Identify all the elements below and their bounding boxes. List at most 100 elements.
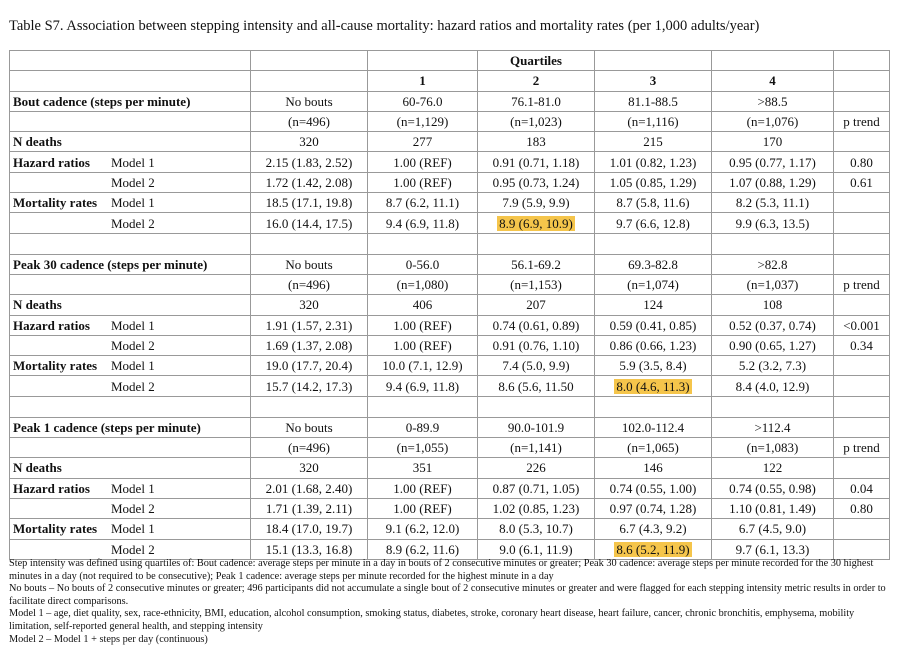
model-row: Mortality rates Model 1 18.5 (17.1, 19.8) 8… (9, 192, 890, 214)
blank-row (9, 395, 890, 418)
model-label: Model 1 (111, 317, 155, 333)
estimate-cell: 9.1 (6.2, 12.0) (367, 518, 478, 540)
estimate-value: 7.9 (5.9, 9.9) (502, 195, 570, 211)
estimate-value: 1.72 (1.42, 2.08) (265, 174, 353, 190)
row-label: Mortality rates Model 1 (9, 192, 251, 214)
section-name: Peak 1 cadence (steps per minute) (9, 416, 251, 439)
results-table: Quartiles 1 2 3 4 Bout cadence (steps per min… (9, 49, 890, 560)
empty-cell (477, 395, 595, 418)
estimate-value: 2.15 (1.83, 2.52) (265, 154, 353, 170)
quartile-range: >88.5 (711, 90, 834, 112)
estimate-cell: 8.4 (4.0, 12.9) (711, 375, 834, 397)
estimate-value: 0.91 (0.76, 1.10) (492, 338, 580, 353)
empty-cell (833, 131, 890, 153)
empty-cell (9, 437, 251, 459)
estimate-value: 9.9 (6.3, 13.5) (735, 215, 810, 231)
estimate-cell: 0.52 (0.37, 0.74) (711, 314, 834, 336)
estimate-cell: 1.71 (1.39, 2.11) (250, 497, 368, 520)
n-deaths-value: 320 (250, 294, 368, 316)
estimate-value: 1.00 (REF) (393, 338, 452, 353)
empty-cell (367, 395, 478, 418)
section-header-row: Bout cadence (steps per minute) No bouts 6… (9, 90, 890, 112)
estimate-value: 0.86 (0.66, 1.23) (609, 338, 697, 353)
estimate-value: 1.91 (1.57, 2.31) (265, 317, 353, 333)
estimate-value: 0.59 (0.41, 0.85) (609, 317, 697, 333)
sample-size: (n=1,023) (477, 110, 595, 133)
quartile-range: 81.1-88.5 (594, 90, 712, 112)
sample-size-row: (n=496) (n=1,129) (n=1,023) (n=1,116) (n=1,0… (9, 110, 890, 133)
empty-cell (833, 70, 890, 92)
estimate-cell: 15.7 (14.2, 17.3) (250, 375, 368, 397)
quartile-range: 76.1-81.0 (477, 90, 595, 112)
empty-cell (367, 232, 478, 255)
estimate-value: 5.9 (3.5, 8.4) (619, 358, 687, 374)
empty-cell (711, 49, 834, 72)
model-label: Model 1 (111, 521, 155, 537)
estimate-value: 5.2 (3.2, 7.3) (738, 358, 807, 374)
sample-size: (n=1,076) (711, 110, 834, 133)
empty-cell (477, 232, 595, 255)
estimate-cell: 1.72 (1.42, 2.08) (250, 171, 368, 194)
empty-cell (833, 395, 890, 418)
estimate-value: 1.01 (0.82, 1.23) (609, 154, 697, 170)
model-row: Mortality rates Model 1 18.4 (17.0, 19.7) 9… (9, 518, 890, 540)
quartile-range: No bouts (250, 253, 368, 275)
estimate-value: 6.7 (4.5, 9.0) (738, 521, 807, 537)
empty-cell (9, 70, 251, 92)
p-trend-value: 0.80 (833, 497, 890, 520)
model-label: Model 2 (111, 378, 155, 394)
estimate-value: 1.00 (REF) (393, 480, 452, 496)
empty-cell (9, 273, 251, 296)
empty-cell (250, 70, 368, 92)
header-row-quartiles: Quartiles (9, 49, 890, 72)
p-trend-value (833, 375, 890, 397)
estimate-value: 15.1 (13.3, 16.8) (265, 541, 353, 557)
row-label: Model 2 (9, 212, 251, 234)
section-header-row: Peak 1 cadence (steps per minute) No bout… (9, 416, 890, 439)
estimate-cell: 1.69 (1.37, 2.08) (250, 334, 368, 357)
section-header-row: Peak 30 cadence (steps per minute) No bou… (9, 253, 890, 275)
estimate-cell: 0.59 (0.41, 0.85) (594, 314, 712, 336)
n-deaths-row: N deaths 320 406 207 124 108 (9, 294, 890, 316)
estimate-value: 9.4 (6.9, 11.8) (385, 215, 460, 231)
p-trend-value: <0.001 (833, 314, 890, 336)
empty-cell (833, 49, 890, 72)
empty-cell (250, 395, 368, 418)
p-trend-heading: p trend (833, 437, 890, 459)
estimate-value: 1.00 (REF) (393, 501, 452, 517)
p-trend-value (833, 355, 890, 377)
estimate-value: 9.4 (6.9, 11.8) (385, 378, 460, 394)
estimate-value: 0.52 (0.37, 0.74) (729, 317, 816, 333)
empty-cell (833, 90, 890, 112)
estimate-value: 18.5 (17.1, 19.8) (265, 195, 353, 211)
estimate-value: 0.97 (0.74, 1.28) (609, 501, 697, 517)
estimate-cell: 9.7 (6.1, 13.3) (711, 538, 834, 560)
n-deaths-label: N deaths (9, 131, 251, 153)
model-row: Model 2 1.71 (1.39, 2.11) 1.00 (REF) 1.02 (… (9, 497, 890, 520)
estimate-cell: 1.00 (REF) (367, 477, 478, 499)
n-deaths-value: 146 (594, 457, 712, 479)
quartile-range: 102.0-112.4 (594, 416, 712, 439)
empty-cell (9, 49, 251, 72)
estimate-cell: 0.87 (0.71, 1.05) (477, 477, 595, 499)
model-label: Model 2 (111, 174, 155, 190)
quartile-number: 4 (711, 70, 834, 92)
model-row: Model 2 1.69 (1.37, 2.08) 1.00 (REF) 0.91 (… (9, 334, 890, 357)
quartile-range: 69.3-82.8 (594, 253, 712, 275)
estimate-value: 8.0 (5.3, 10.7) (499, 521, 573, 537)
sample-size: (n=1,083) (711, 437, 834, 459)
estimate-value: 8.2 (5.3, 11.1) (735, 195, 810, 211)
estimate-value: 0.95 (0.77, 1.17) (729, 154, 816, 170)
estimate-cell: 5.9 (3.5, 8.4) (594, 355, 712, 377)
n-deaths-value: 406 (367, 294, 478, 316)
estimate-value: 1.10 (0.81, 1.49) (729, 501, 816, 517)
row-group-label: Mortality rates (13, 358, 98, 374)
estimate-cell: 8.6 (5.6, 11.50 (477, 375, 595, 397)
estimate-cell: 0.74 (0.55, 1.00) (594, 477, 712, 499)
row-group-label: Hazard ratios (13, 154, 90, 170)
row-label: Model 2 (9, 375, 251, 397)
estimate-value: 1.00 (REF) (393, 317, 452, 333)
row-group-label: Mortality rates (13, 521, 98, 537)
sample-size: (n=496) (250, 110, 368, 133)
estimate-value: 9.0 (6.1, 11.9) (499, 541, 573, 557)
